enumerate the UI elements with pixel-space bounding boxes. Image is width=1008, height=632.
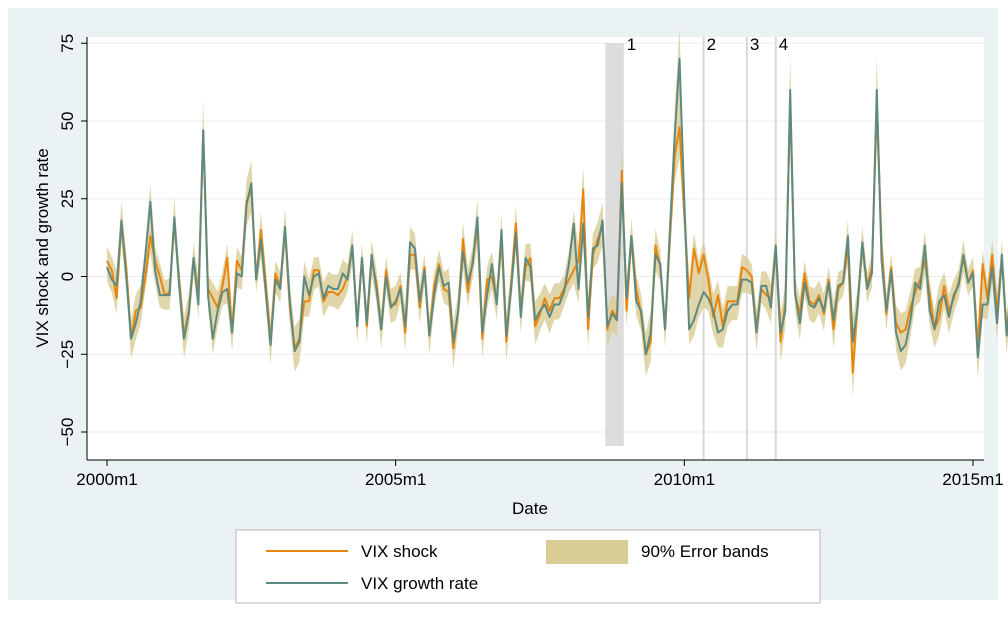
x-tick-label-2: 2010m1 — [654, 470, 715, 489]
axes: −50 −25 0 25 50 75 2000m1 2005m1 2010m1 2015m1 — [58, 34, 1004, 489]
y-tick-label-2: 0 — [58, 272, 77, 281]
error-bands — [107, 28, 1008, 397]
y-tick-label-3: 25 — [58, 189, 77, 208]
event-marker-label-1: 1 — [627, 35, 636, 54]
error-band-area — [107, 28, 1008, 397]
legend: VIX shock 90% Error bands VIX growth rat… — [235, 529, 821, 604]
event-marker-label-2: 2 — [707, 35, 716, 54]
series-lines — [106, 57, 1008, 374]
legend-box — [235, 529, 821, 604]
x-axis-label: Date — [512, 499, 548, 518]
x-tick-label-0: 2000m1 — [76, 470, 137, 489]
event-marker-label-4: 4 — [779, 35, 788, 54]
x-tick-label-3: 2015m1 — [942, 470, 1003, 489]
legend-swatch-error-bands — [546, 540, 628, 564]
legend-label-vix-shock: VIX shock — [361, 542, 438, 561]
legend-label-error-bands: 90% Error bands — [641, 542, 769, 561]
y-tick-label-4: 50 — [58, 112, 77, 131]
legend-label-vix-growth: VIX growth rate — [361, 574, 478, 593]
y-tick-label-1: −25 — [58, 340, 77, 369]
x-tick-label-1: 2005m1 — [365, 470, 426, 489]
plot-area — [87, 37, 984, 460]
event-marker-1 — [605, 43, 624, 446]
y-axis-label: VIX shock and growth rate — [33, 148, 52, 347]
y-tick-label-0: −50 — [58, 418, 77, 447]
y-tick-label-5: 75 — [58, 34, 77, 53]
event-marker-label-3: 3 — [750, 35, 759, 54]
series-line-vix-shock — [106, 101, 1008, 374]
series-line-vix-growth — [106, 57, 1008, 359]
